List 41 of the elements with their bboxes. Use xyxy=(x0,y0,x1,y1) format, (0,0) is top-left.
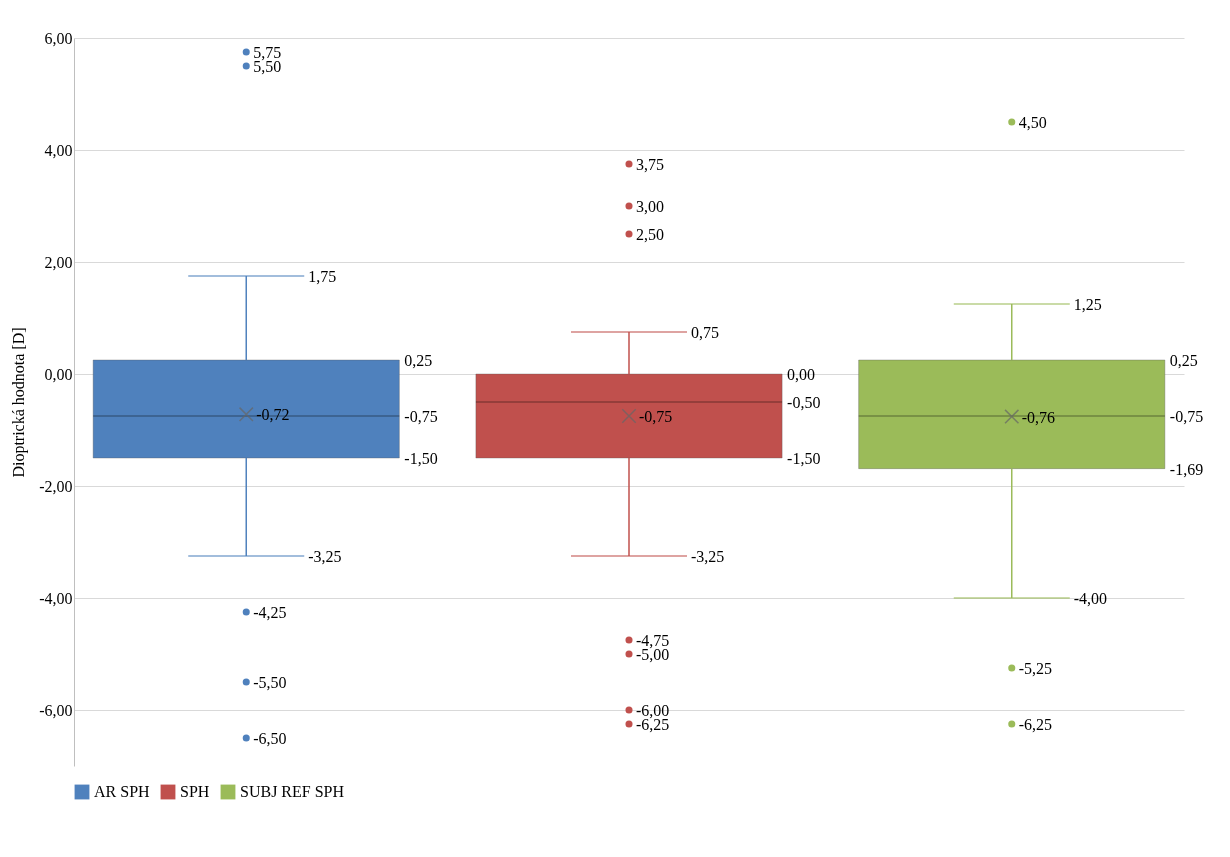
annotation: -5,50 xyxy=(253,674,287,691)
annotation: 0,25 xyxy=(1169,352,1198,369)
y-tick-label: 0,00 xyxy=(44,365,73,383)
annotation: 0,25 xyxy=(404,352,433,369)
y-tick-label: -6,00 xyxy=(39,701,73,719)
annotation: -6,00 xyxy=(636,702,670,719)
legend-label: SUBJ REF SPH xyxy=(240,783,345,800)
annotation: 3,75 xyxy=(636,156,664,173)
legend-label: AR SPH xyxy=(94,783,151,800)
annotation: -0,75 xyxy=(1169,408,1204,425)
annotation: -4,25 xyxy=(253,604,287,621)
annotation: 2,50 xyxy=(636,226,664,243)
y-tick-label: 2,00 xyxy=(44,253,73,271)
annotation: -1,50 xyxy=(404,450,438,467)
annotation: -0,76 xyxy=(1021,408,1056,426)
annotation: -1,69 xyxy=(1169,460,1204,478)
annotation: -6,50 xyxy=(253,730,287,747)
annotation: 1,75 xyxy=(308,268,337,285)
annotation: -0,50 xyxy=(787,394,821,411)
y-tick-label: -4,00 xyxy=(39,589,73,607)
annotation: 5,75 xyxy=(253,44,282,61)
annotation: -4,00 xyxy=(1073,590,1108,607)
annotation: 0,75 xyxy=(691,324,719,341)
annotation: -3,25 xyxy=(308,548,342,565)
annotation: -1,50 xyxy=(787,450,821,467)
annotation: 4,50 xyxy=(1018,114,1047,131)
annotation: -6,25 xyxy=(1018,716,1053,733)
y-tick-label: 4,00 xyxy=(44,141,73,159)
annotation: -0,75 xyxy=(639,408,673,425)
y-tick-label: -2,00 xyxy=(39,477,73,495)
y-tick-label: 6,00 xyxy=(44,29,73,47)
annotation: 1,25 xyxy=(1073,296,1102,313)
annotation: -4,75 xyxy=(636,632,670,649)
legend-label: SPH xyxy=(180,783,210,800)
annotation: 3,00 xyxy=(636,198,664,215)
annotation: -3,25 xyxy=(691,548,725,565)
annotation: -0,72 xyxy=(256,406,290,424)
y-axis-title: Dioptrická hodnota [D] xyxy=(10,327,29,478)
annotation: 0,00 xyxy=(787,366,816,383)
annotation: -5,25 xyxy=(1018,660,1053,677)
annotation: -0,75 xyxy=(404,408,438,425)
